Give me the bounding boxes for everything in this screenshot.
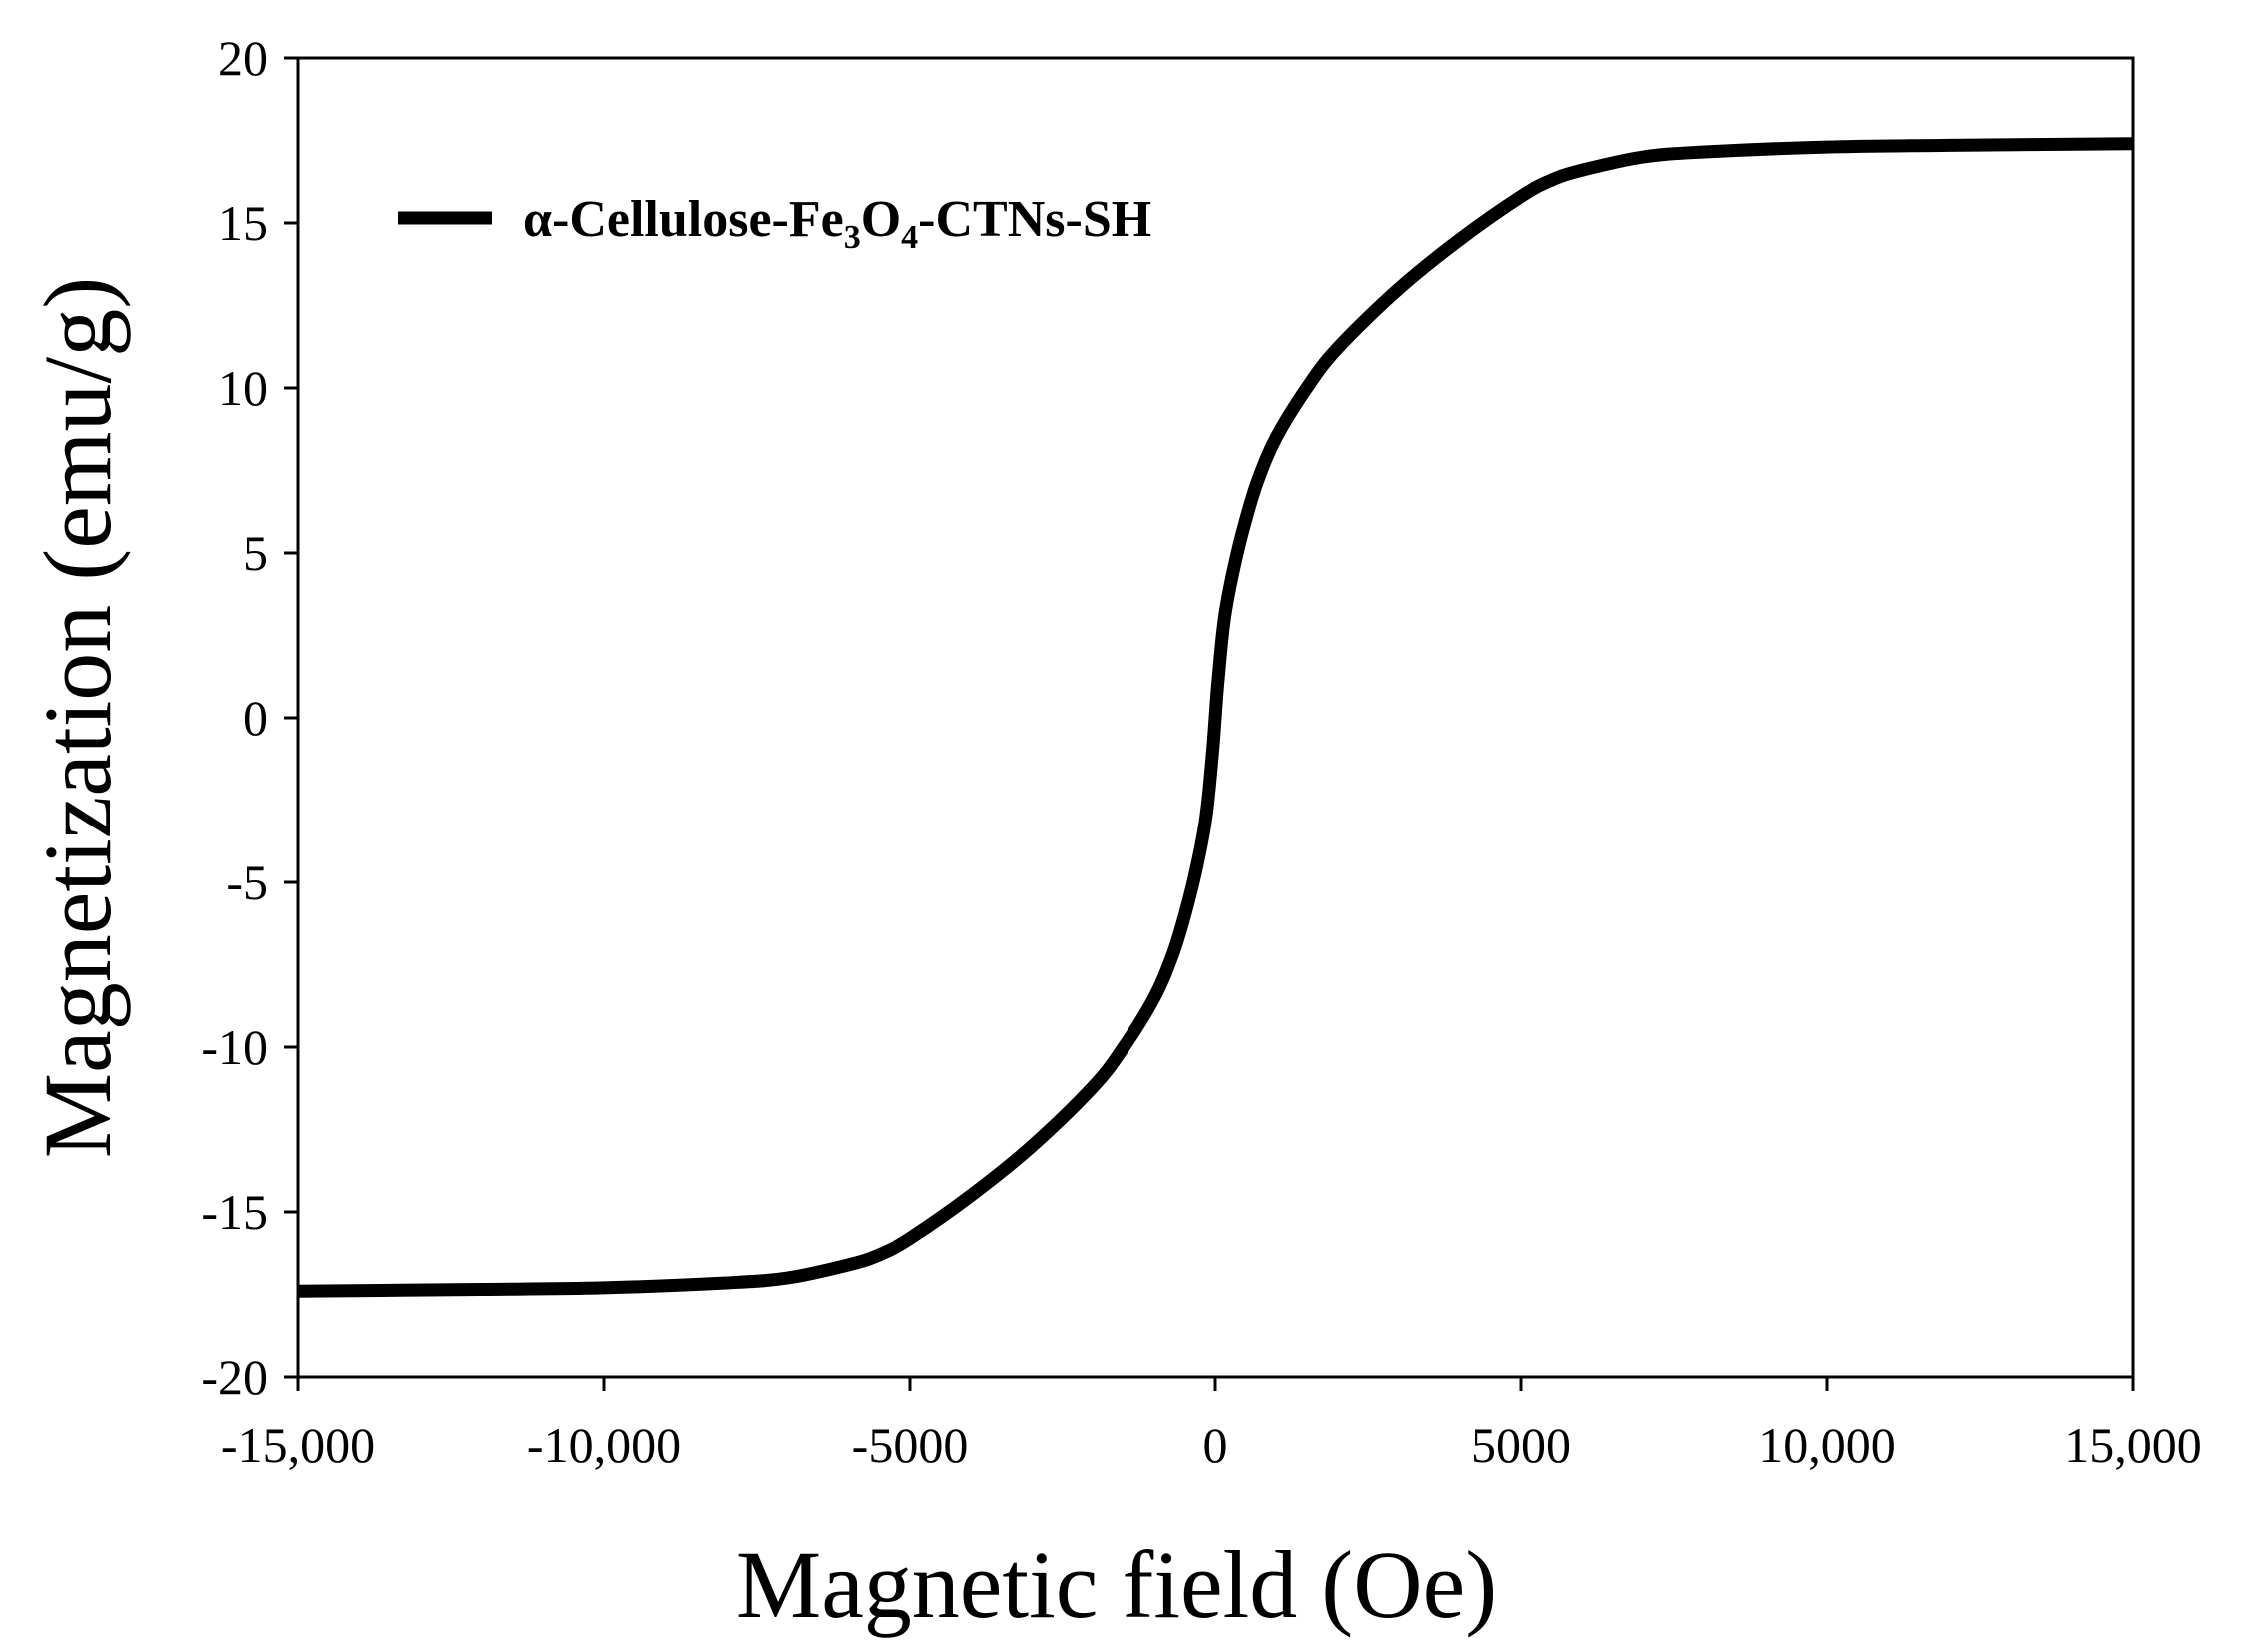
y-tick-label: 15 <box>218 195 268 251</box>
x-tick-label: 0 <box>1203 1417 1228 1473</box>
x-tick-label: -15,000 <box>221 1417 375 1473</box>
legend-label: α-Cellulose-Fe3O4-CTNs-SH <box>523 191 1151 256</box>
x-tick-label: 5000 <box>1471 1417 1571 1473</box>
x-tick-label: -5000 <box>852 1417 969 1473</box>
legend: α-Cellulose-Fe3O4-CTNs-SH <box>398 191 1151 256</box>
legend-label-part: -CTNs-SH <box>918 191 1151 248</box>
y-tick-label: -15 <box>201 1184 268 1240</box>
y-tick-label: 20 <box>218 30 268 86</box>
y-axis-title: Magnetization (emu/g) <box>24 277 131 1158</box>
x-axis: -15,000 -10,000 -5000 0 5000 10,000 15,000 <box>221 1377 2202 1473</box>
legend-label-part: α-Cellulose-Fe <box>523 191 844 248</box>
x-tick-label: 15,000 <box>2064 1417 2202 1473</box>
y-tick-label: 10 <box>218 360 268 416</box>
x-axis-title: Magnetic field (Oe) <box>736 1531 1497 1638</box>
series-line <box>297 137 2134 1298</box>
x-tick-label: -10,000 <box>527 1417 681 1473</box>
legend-label-part: O <box>861 191 901 248</box>
y-tick-label: -10 <box>201 1019 268 1075</box>
y-tick-label: -5 <box>226 854 268 910</box>
y-tick-label: 0 <box>243 690 268 746</box>
y-tick-label: 5 <box>243 525 268 581</box>
legend-subscript-4: 4 <box>901 219 918 256</box>
y-axis: -20 -15 -10 -5 0 5 10 15 20 <box>201 30 298 1405</box>
series-layer <box>297 137 2134 1298</box>
legend-subscript-3: 3 <box>844 219 861 256</box>
x-tick-label: 10,000 <box>1758 1417 1896 1473</box>
y-tick-label: -20 <box>201 1349 268 1405</box>
